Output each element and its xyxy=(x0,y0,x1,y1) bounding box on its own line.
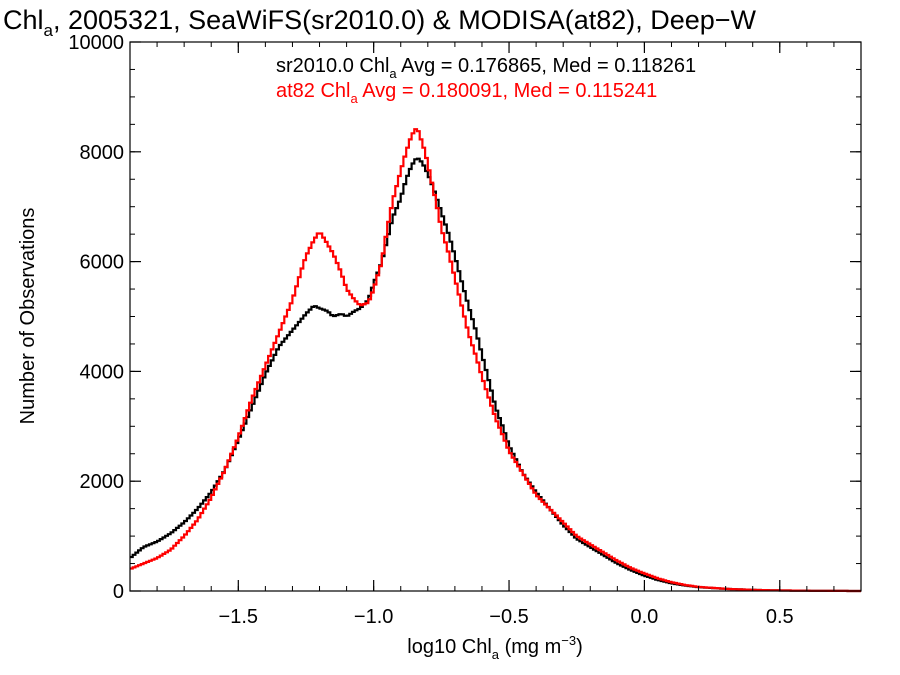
x-axis-ticks: −1.5 −1.0 −0.5 0.0 0.5 xyxy=(156,42,862,628)
y-tick-label: 4000 xyxy=(80,361,125,383)
y-axis-label: Number of Observations xyxy=(17,208,39,425)
x-tick-label: −1.5 xyxy=(219,606,258,628)
y-tick-label: 2000 xyxy=(80,471,125,493)
y-tick-label: 8000 xyxy=(80,142,125,164)
annotation-at82: at82 Chla Avg = 0.180091, Med = 0.115241 xyxy=(276,80,657,106)
series-line-at82 xyxy=(130,128,861,593)
chart-title: Chla, 2005321, SeaWiFS(sr2010.0) & MODIS… xyxy=(3,5,757,40)
y-tick-label: 6000 xyxy=(80,252,125,274)
x-tick-label: 0.5 xyxy=(766,606,794,628)
x-tick-label: −1.0 xyxy=(354,606,393,628)
annotation-sr2010: sr2010.0 Chla Avg = 0.176865, Med = 0.11… xyxy=(276,55,696,81)
x-tick-label: 0.0 xyxy=(631,606,659,628)
x-axis-label: log10 Chla (mg m−3) xyxy=(407,633,582,662)
y-tick-label: 10000 xyxy=(68,32,124,54)
series-layer xyxy=(130,128,861,593)
y-axis-ticks: 0 2000 4000 6000 8000 10000 xyxy=(68,32,861,603)
x-tick-label: −0.5 xyxy=(489,606,528,628)
y-tick-label: 0 xyxy=(113,581,124,603)
